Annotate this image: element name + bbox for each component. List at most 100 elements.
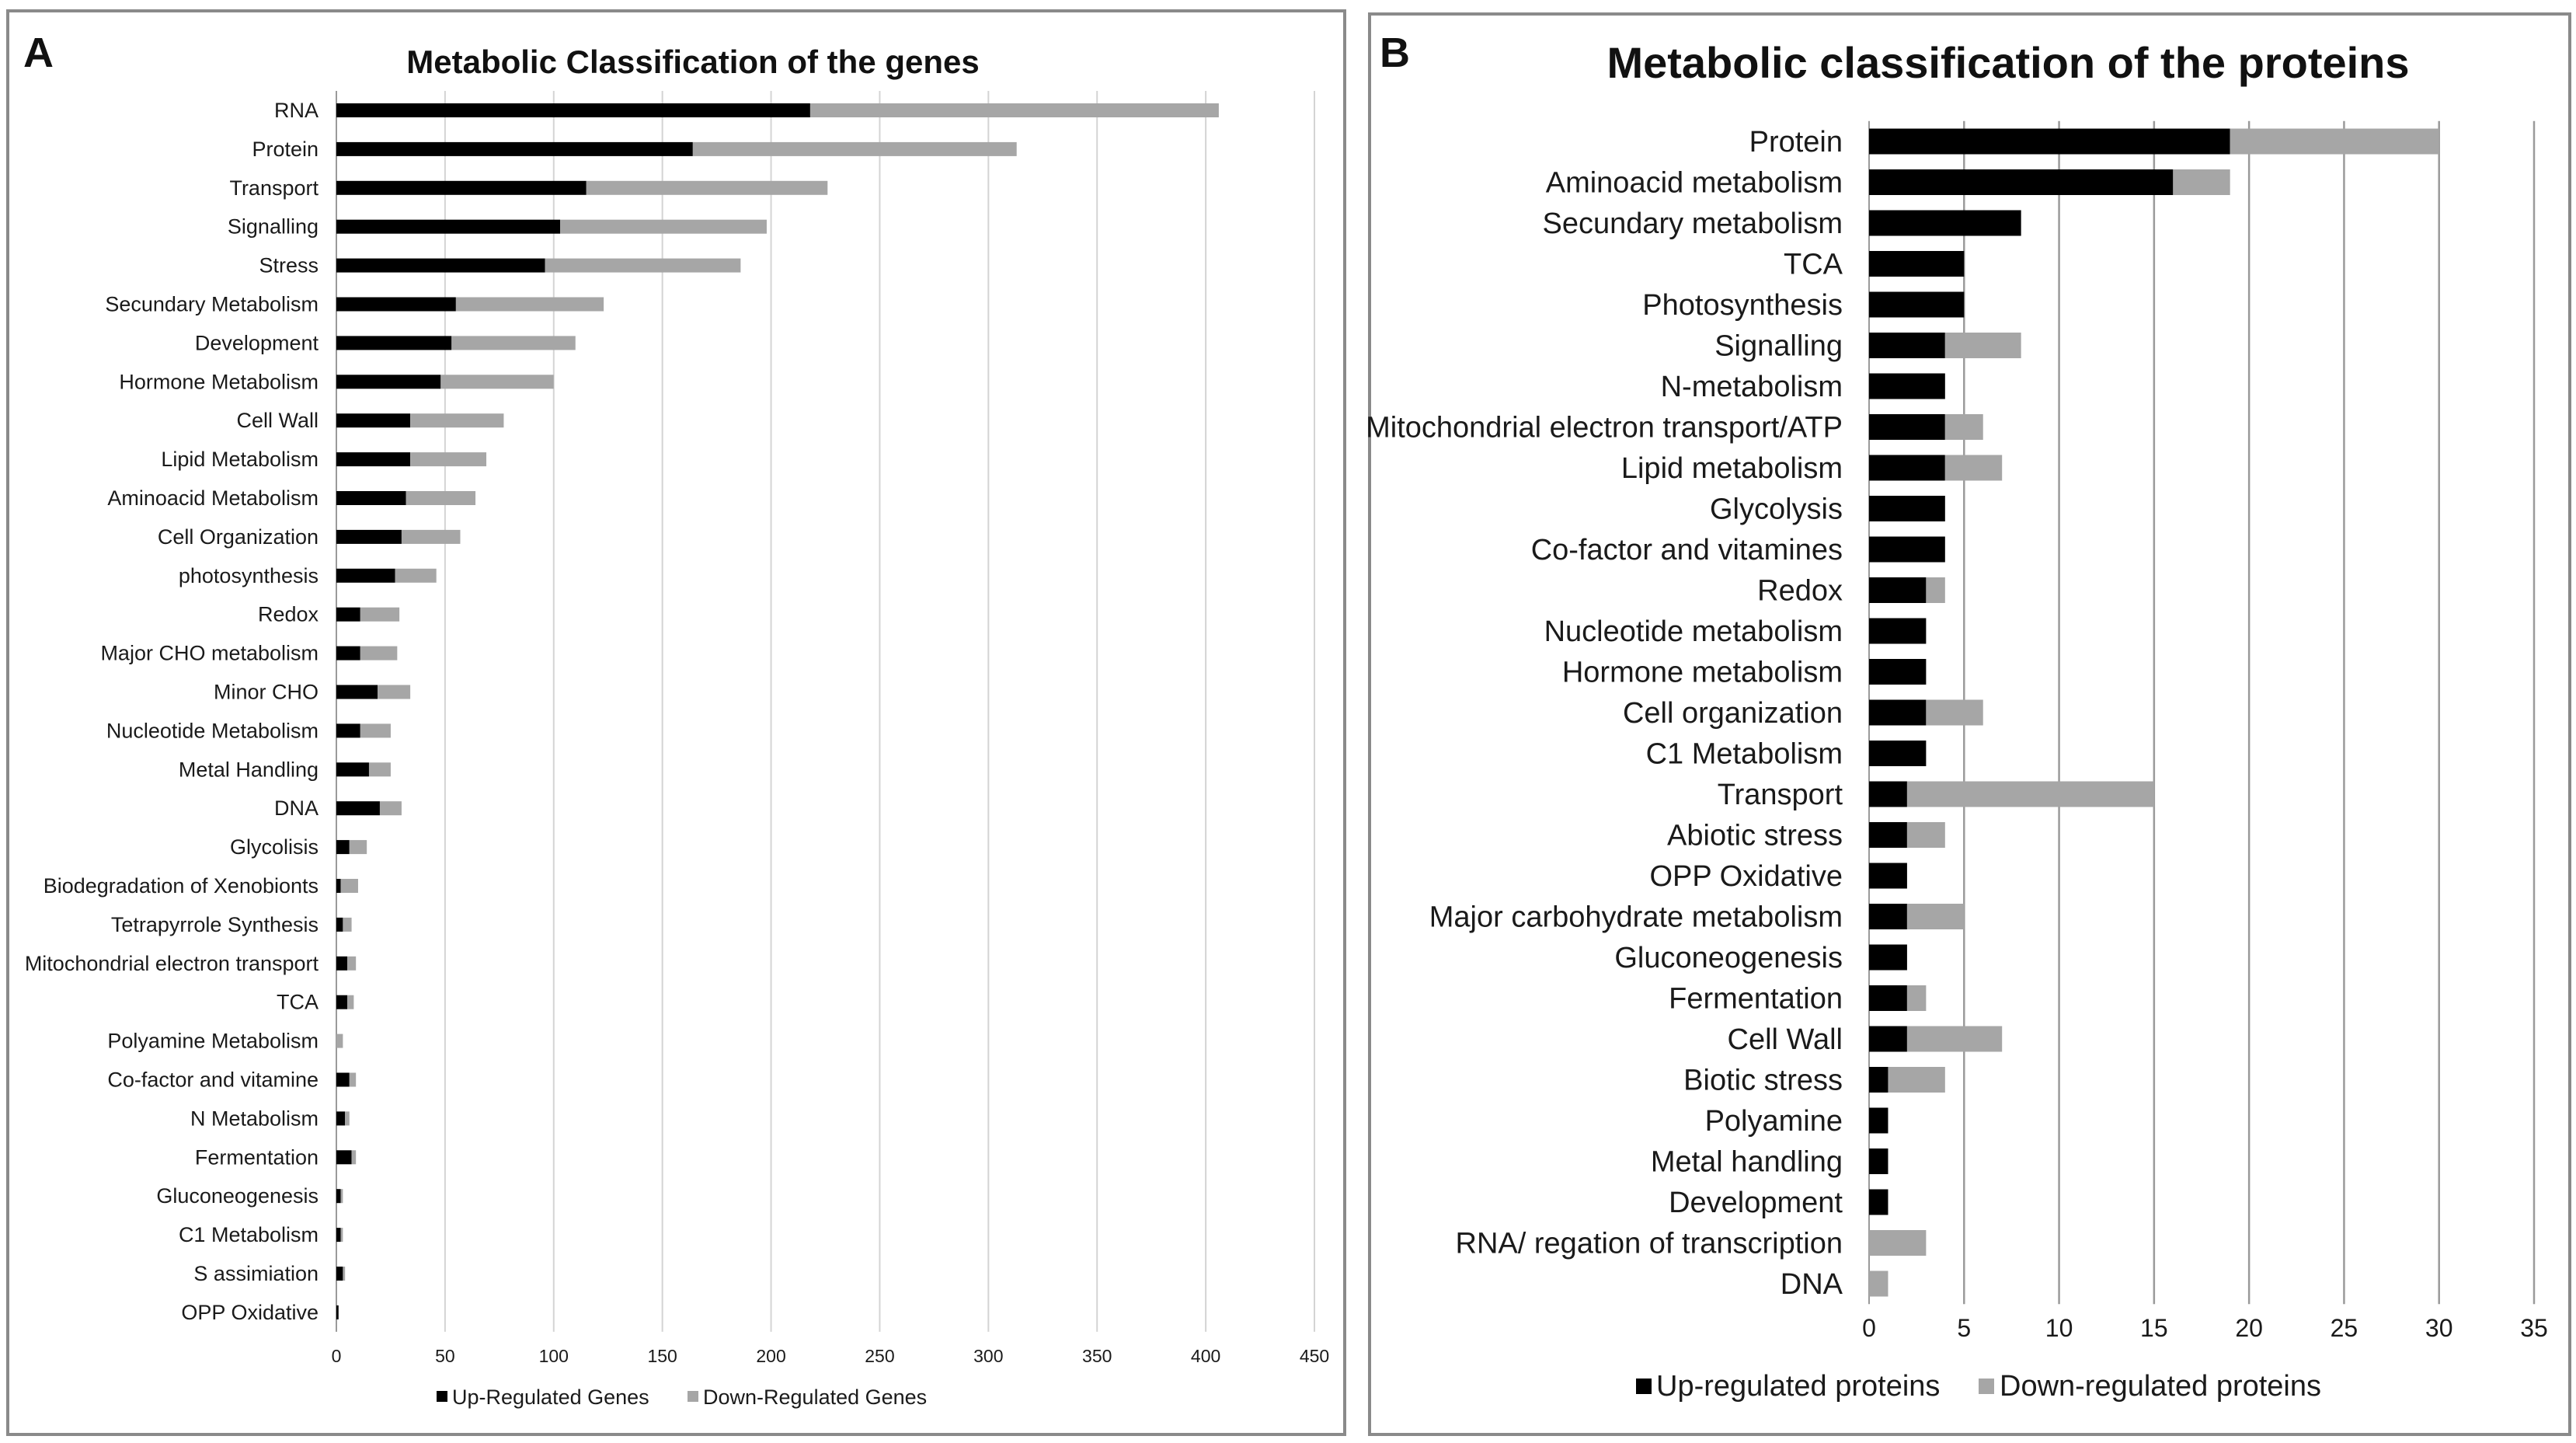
category-label: Nucleotide metabolism xyxy=(1544,615,1843,648)
bar-down xyxy=(378,685,411,699)
x-tick-label: 30 xyxy=(2425,1314,2453,1342)
bar-up xyxy=(336,685,378,699)
bar-up xyxy=(336,1189,341,1204)
category-label: Major carbohydrate metabolism xyxy=(1429,901,1843,934)
category-label: OPP Oxidative xyxy=(1649,860,1843,893)
bar-down xyxy=(345,1111,350,1126)
legend-a-down-label: Down-Regulated Genes xyxy=(703,1385,927,1409)
bar-up xyxy=(1869,536,1945,563)
bar-down xyxy=(406,491,476,505)
category-label: Cell Organization xyxy=(158,525,319,549)
bar-down xyxy=(1944,455,2003,481)
bar-down xyxy=(1926,577,1945,603)
bar-up xyxy=(336,375,441,389)
category-label: Cell Wall xyxy=(1728,1023,1843,1056)
bar-up xyxy=(336,1228,341,1243)
x-tick-label: 350 xyxy=(1082,1346,1112,1366)
x-tick-label: 400 xyxy=(1191,1346,1220,1366)
bar-down xyxy=(440,375,554,389)
category-label: Protein xyxy=(252,138,319,161)
category-label: Development xyxy=(1669,1187,1843,1219)
bar-up xyxy=(1869,904,1907,929)
bar-up xyxy=(1869,618,1927,644)
x-tick-label: 200 xyxy=(756,1346,785,1366)
category-label: Redox xyxy=(258,603,319,626)
bar-up xyxy=(336,723,360,738)
bar-up xyxy=(1869,1148,1888,1174)
bar-down xyxy=(360,607,400,622)
bar-down xyxy=(340,1228,343,1243)
bar-down xyxy=(586,180,828,195)
x-tick-label: 25 xyxy=(2331,1314,2358,1342)
legend-a-up-swatch xyxy=(437,1391,447,1402)
bar-up xyxy=(336,141,693,156)
category-label: S assimiation xyxy=(193,1262,319,1285)
bar-up xyxy=(1869,659,1927,685)
legend-b-down-swatch xyxy=(1979,1379,1994,1394)
bar-up xyxy=(336,917,343,932)
bar-up xyxy=(1869,128,2230,155)
bar-up xyxy=(336,219,561,234)
bar-down xyxy=(401,529,461,544)
bar-down xyxy=(1906,904,1965,929)
panel-a-letter: A xyxy=(23,30,54,76)
category-label: Transport xyxy=(1718,779,1843,811)
bar-down xyxy=(1906,985,1927,1011)
category-label: Hormone metabolism xyxy=(1562,657,1843,689)
bar-up xyxy=(336,879,341,893)
category-label: Nucleotide Metabolism xyxy=(106,719,319,742)
category-label: Stress xyxy=(259,254,319,277)
bar-up xyxy=(336,956,347,971)
bar-down xyxy=(351,1150,357,1165)
bar-up xyxy=(336,336,452,350)
bar-up xyxy=(336,491,406,505)
category-label: Mitochondrial electron transport/ATP xyxy=(1366,412,1843,444)
bar-up xyxy=(1869,1026,1907,1052)
x-tick-label: 10 xyxy=(2045,1314,2073,1342)
category-label: Major CHO metabolism xyxy=(100,642,319,665)
category-label: Development xyxy=(195,331,319,354)
x-tick-label: 300 xyxy=(973,1346,1003,1366)
bar-down xyxy=(1869,1230,1927,1256)
bar-up xyxy=(336,103,810,117)
bar-up xyxy=(336,568,395,583)
bar-up xyxy=(1869,577,1927,603)
bar-up xyxy=(1869,251,1965,277)
category-label: Fermentation xyxy=(195,1145,319,1169)
x-tick-label: 100 xyxy=(539,1346,569,1366)
bar-up xyxy=(336,1111,346,1126)
category-label: C1 Metabolism xyxy=(1646,738,1843,771)
bar-down xyxy=(451,336,576,350)
category-label: TCA xyxy=(277,991,319,1014)
bar-down xyxy=(455,297,604,312)
bar-down xyxy=(360,646,398,661)
chart-b: 0 5 10 15 20 25 30 35 Protein Aminoacid metabolis… xyxy=(1366,120,2548,1342)
bar-down xyxy=(343,1267,346,1281)
category-label: Hormone Metabolism xyxy=(119,370,319,393)
bar-up xyxy=(1869,699,1927,726)
bar-up xyxy=(336,607,360,622)
bar-down xyxy=(340,1189,343,1204)
bar-up xyxy=(1869,455,1945,481)
category-label: Cell Wall xyxy=(236,409,319,432)
category-label: Biotic stress xyxy=(1683,1065,1843,1097)
bar-down xyxy=(395,568,437,583)
bar-down xyxy=(692,141,1017,156)
bar-up xyxy=(336,1305,339,1319)
category-label: Redox xyxy=(1757,575,1843,608)
category-label: Metal Handling xyxy=(179,758,319,781)
category-label: Glycolysis xyxy=(1710,493,1843,526)
legend-a-up-label: Up-Regulated Genes xyxy=(452,1385,649,1409)
x-tick-label: 150 xyxy=(647,1346,677,1366)
category-label: N-metabolism xyxy=(1661,371,1843,403)
bar-up xyxy=(1869,210,2021,236)
bar-up xyxy=(336,1267,343,1281)
bar-down xyxy=(360,723,391,738)
bar-down xyxy=(1906,1026,2003,1052)
bar-down xyxy=(410,413,504,428)
bar-up xyxy=(1869,291,1965,318)
bar-down xyxy=(809,103,1219,117)
bar-up xyxy=(336,297,456,312)
category-label: Minor CHO xyxy=(214,681,319,704)
x-tick-label: 5 xyxy=(1957,1314,1971,1342)
